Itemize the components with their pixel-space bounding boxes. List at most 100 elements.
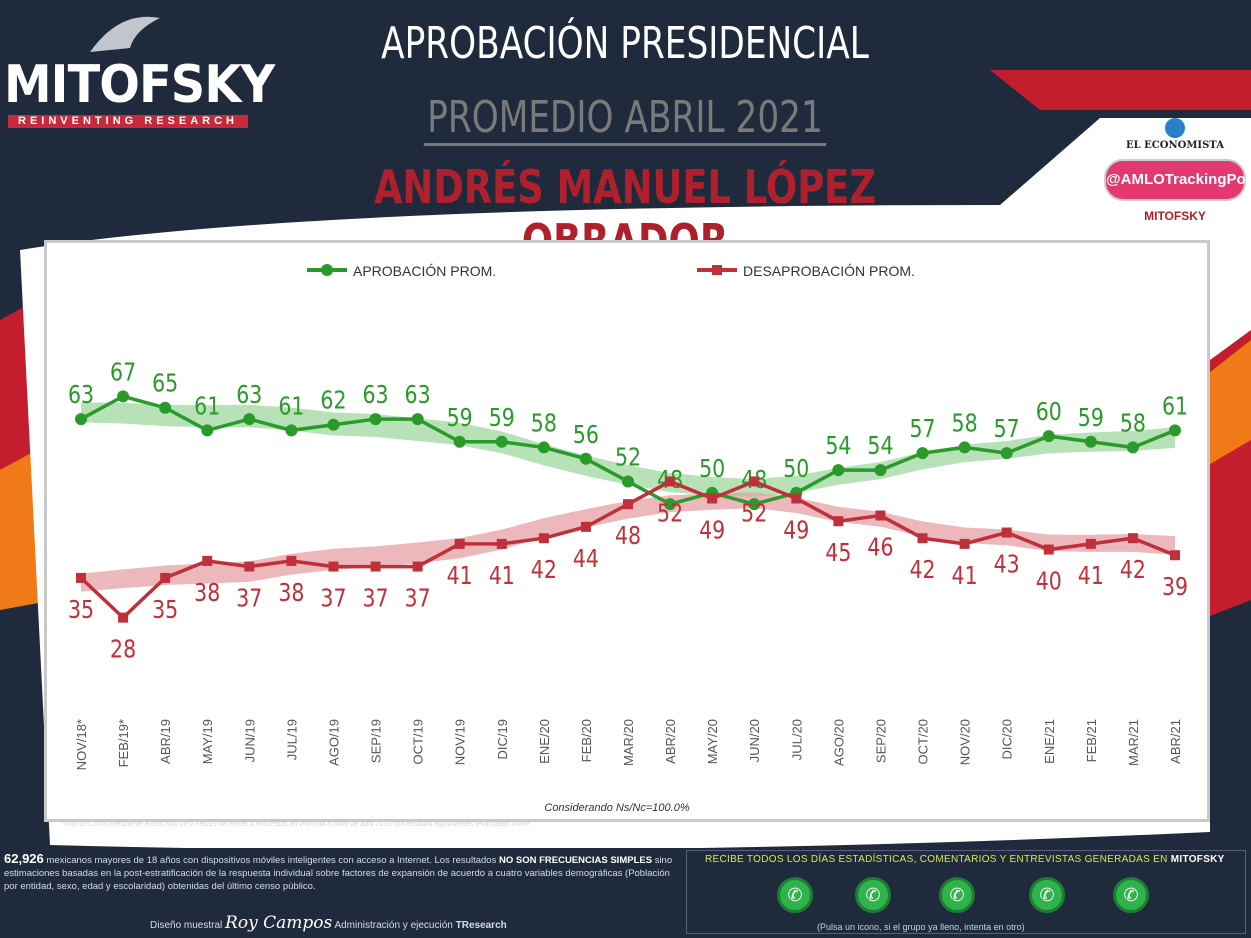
- brand-block: EL ECONOMISTA @AMLOTrackingPoll MITOFSKY: [1100, 118, 1251, 223]
- trend-band-approval: [81, 402, 1175, 497]
- x-tick-label: SEP/20: [873, 719, 888, 763]
- disapproval-point: [1170, 550, 1180, 561]
- x-tick-label: ABR/20: [663, 719, 678, 764]
- whatsapp-icon[interactable]: ✆: [855, 877, 891, 913]
- approval-data-label: 62: [320, 387, 346, 415]
- disapproval-data-label: 42: [531, 556, 557, 584]
- disapproval-point: [580, 521, 591, 532]
- disapproval-data-label: 44: [573, 545, 599, 573]
- chart-note: Considerando Ns/Nc=100.0%: [544, 802, 689, 814]
- disapproval-data-label: 46: [867, 534, 893, 562]
- approval-point: [327, 418, 340, 431]
- x-tick-label: AGO/20: [831, 719, 846, 766]
- disapproval-point: [370, 561, 381, 572]
- x-tick-label: DIC/20: [1000, 719, 1015, 759]
- x-tick-label: ABR/21: [1168, 719, 1183, 764]
- disapproval-point: [623, 499, 633, 510]
- approval-point: [201, 424, 214, 437]
- disapproval-data-label: 28: [110, 636, 136, 664]
- disapproval-data-label: 37: [236, 585, 262, 613]
- whatsapp-icon[interactable]: ✆: [1113, 877, 1149, 913]
- x-tick-label: OCT/20: [916, 719, 931, 765]
- approval-point: [832, 464, 845, 477]
- approval-point: [1084, 435, 1097, 448]
- approval-data-label: 57: [909, 415, 935, 443]
- disapproval-point: [917, 533, 928, 544]
- disapproval-data-label: 40: [1036, 568, 1062, 596]
- x-tick-label: NOV/20: [958, 719, 973, 765]
- approval-point: [1169, 424, 1181, 437]
- x-tick-label: MAY/20: [705, 719, 720, 764]
- x-tick-label: ENE/20: [537, 719, 552, 764]
- disapproval-point: [328, 561, 339, 572]
- disapproval-data-label: 49: [783, 517, 809, 545]
- approval-data-label: 56: [573, 421, 599, 449]
- approval-point: [664, 498, 677, 511]
- credits: Diseño muestral Roy Campos Administració…: [150, 913, 507, 933]
- methodology-bold: NO SON FRECUENCIAS SIMPLES: [498, 855, 653, 866]
- legend-label: APROBACIÓN PROM.: [353, 263, 496, 279]
- approval-point: [75, 413, 87, 426]
- x-tick-label: FEB/21: [1084, 719, 1099, 762]
- approval-point: [159, 401, 172, 414]
- approval-data-label: 50: [699, 455, 725, 483]
- whatsapp-icon[interactable]: ✆: [777, 877, 813, 913]
- approval-point: [916, 447, 929, 460]
- disapproval-data-label: 35: [152, 596, 178, 624]
- approval-data-label: 63: [362, 381, 388, 409]
- approval-data-label: 61: [1162, 393, 1188, 421]
- chart-title: APROBACIÓN PRESIDENCIAL: [381, 18, 869, 69]
- approval-data-label: 57: [994, 415, 1020, 443]
- disapproval-point: [833, 516, 844, 527]
- x-tick-label: FEB/20: [579, 719, 594, 762]
- approval-data-label: 54: [825, 432, 851, 460]
- approval-data-label: 59: [489, 404, 515, 432]
- x-tick-label: DIC/19: [495, 719, 510, 759]
- x-tick-label: MAR/20: [621, 719, 636, 766]
- approval-data-label: 58: [531, 410, 557, 438]
- disapproval-data-label: 41: [489, 562, 515, 590]
- x-tick-label: JUN/20: [747, 719, 762, 762]
- cta-brand: MITOFSKY: [1170, 854, 1225, 865]
- approval-point: [748, 498, 761, 511]
- approval-data-label: 59: [1078, 404, 1104, 432]
- approval-data-label: 58: [1120, 410, 1146, 438]
- whatsapp-icon[interactable]: ✆: [939, 877, 975, 913]
- approval-point: [1126, 441, 1139, 454]
- x-tick-label: JUL/19: [284, 719, 299, 760]
- disapproval-data-label: 42: [1120, 556, 1146, 584]
- approval-data-label: 63: [68, 381, 94, 409]
- disapproval-point: [412, 561, 423, 572]
- tracking-poll-badge[interactable]: @AMLOTrackingPoll: [1104, 159, 1251, 201]
- disapproval-data-label: 41: [952, 562, 978, 590]
- disapproval-data-label: 38: [278, 579, 304, 607]
- cta-text: RECIBE TODOS LOS DÍAS ESTADÍSTICAS, COME…: [705, 854, 1225, 865]
- whatsapp-cta: RECIBE TODOS LOS DÍAS ESTADÍSTICAS, COME…: [686, 850, 1246, 934]
- disapproval-point: [286, 555, 297, 566]
- approval-point: [958, 441, 971, 454]
- globe-icon: [1165, 118, 1185, 138]
- approval-data-label: 65: [152, 370, 178, 398]
- legend-label: DESAPROBACIÓN PROM.: [743, 263, 915, 279]
- whatsapp-icon[interactable]: ✆: [1029, 877, 1065, 913]
- approval-chart: 6367656163616263635959585652485048505454…: [68, 263, 1188, 814]
- disapproval-point: [1085, 538, 1096, 549]
- approval-point: [622, 475, 634, 488]
- legend-marker: [321, 264, 333, 276]
- newspaper-name: EL ECONOMISTA: [1126, 140, 1224, 151]
- x-tick-label: ABR/19: [158, 719, 173, 764]
- chart-subtitle: PROMEDIO ABRIL 2021: [372, 92, 879, 146]
- x-tick-label: NOV/18*: [74, 719, 89, 770]
- approval-point: [453, 435, 466, 448]
- sample-count: 62,926: [4, 851, 44, 866]
- mini-logo: MITOFSKY: [1144, 209, 1206, 223]
- footnote: *Nov/18 Como Presidente electo Nov/18 y …: [62, 821, 531, 828]
- approval-data-label: 52: [615, 444, 641, 472]
- disapproval-data-label: 38: [194, 579, 220, 607]
- logo-wordmark: MITOFSKY: [4, 55, 275, 115]
- disapproval-point: [160, 572, 171, 583]
- approval-data-label: 61: [278, 393, 304, 421]
- disapproval-point: [749, 476, 760, 487]
- cta-subtext: (Pulsa un icono, si el grupo ya lleno, i…: [817, 922, 1025, 932]
- disapproval-data-label: 45: [825, 539, 851, 567]
